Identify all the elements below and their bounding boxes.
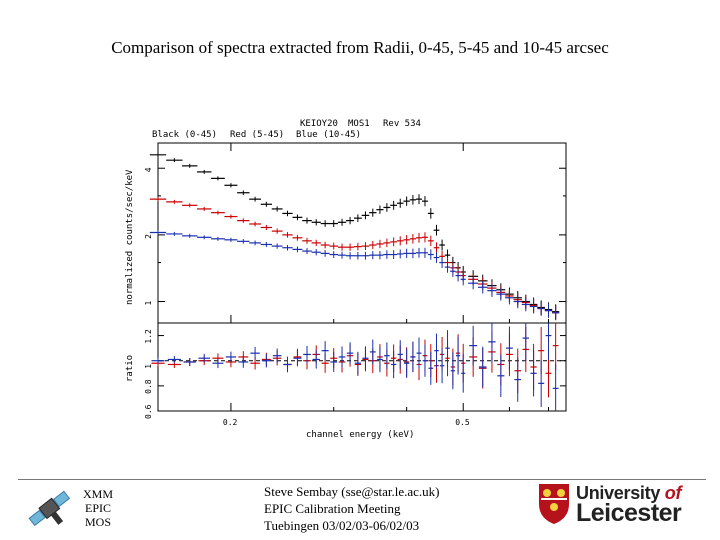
legend-entry: Black (0-45) [152, 130, 217, 140]
spectra-plot: KEIOY20 MOS1 Rev 534 Black (0-45) Red (5-45)… [125, 119, 567, 440]
university-crest-icon [539, 484, 569, 524]
chart-header-revolution: Rev 534 [383, 119, 421, 129]
ratio-tick-label: 1 [144, 364, 153, 369]
leicester-wordmark: Leicester [576, 499, 682, 527]
y-tick-label: 1 [144, 301, 153, 306]
ratio-series-group [151, 323, 559, 411]
slide-title: Comparison of spectra extracted from Rad… [111, 38, 609, 57]
xmm-line: XMM [82, 487, 113, 501]
ratio-tick-label: 1.2 [144, 329, 153, 344]
of-word: of [664, 483, 682, 503]
ratio-tick-label: 0.8 [144, 379, 153, 394]
xmm-satellite-logo [28, 490, 71, 527]
x-tick-label: 0.2 [223, 418, 238, 427]
x-axis-label: channel energy (keV) [306, 430, 414, 440]
footer-divider [18, 479, 706, 480]
mos-line: MOS [84, 515, 111, 529]
legend-entry: Red (5-45) [230, 130, 284, 140]
y-axis-label-spectrum: normalized counts/sec/keV [125, 169, 135, 305]
university-word: University [576, 483, 661, 503]
ratio-panel-frame [157, 322, 567, 412]
series-group [149, 197, 560, 321]
university-of-wordmark: University of [576, 483, 681, 504]
speaker-info: Steve Sembay (sse@star.le.ac.uk) EPIC Ca… [264, 483, 440, 534]
series-group [149, 230, 560, 321]
y-axis-label-ratio: ratio [125, 355, 135, 382]
spectrum-panel-frame [157, 142, 567, 324]
ratio-tick-label: 0.6 [144, 404, 153, 419]
speaker-name: Steve Sembay (sse@star.le.ac.uk) [264, 484, 440, 499]
y-tick-label: 2 [144, 234, 153, 239]
ratio-series-group [151, 323, 559, 398]
epic-line: EPIC [84, 501, 111, 515]
meeting-place-date: Tuebingen 03/02/03-06/02/03 [264, 518, 420, 533]
meeting-name: EPIC Calibration Meeting [264, 501, 401, 516]
xmm-epic-mos-label: XMM EPIC MOS [78, 487, 118, 529]
x-tick-label: 0.5 [455, 418, 470, 427]
y-tick-label: 4 [144, 167, 153, 172]
legend-entry: Blue (10-45) [296, 130, 361, 140]
chart-header-obsid: KEIOY20 [300, 119, 338, 129]
chart-header-instrument: MOS1 [348, 119, 370, 129]
